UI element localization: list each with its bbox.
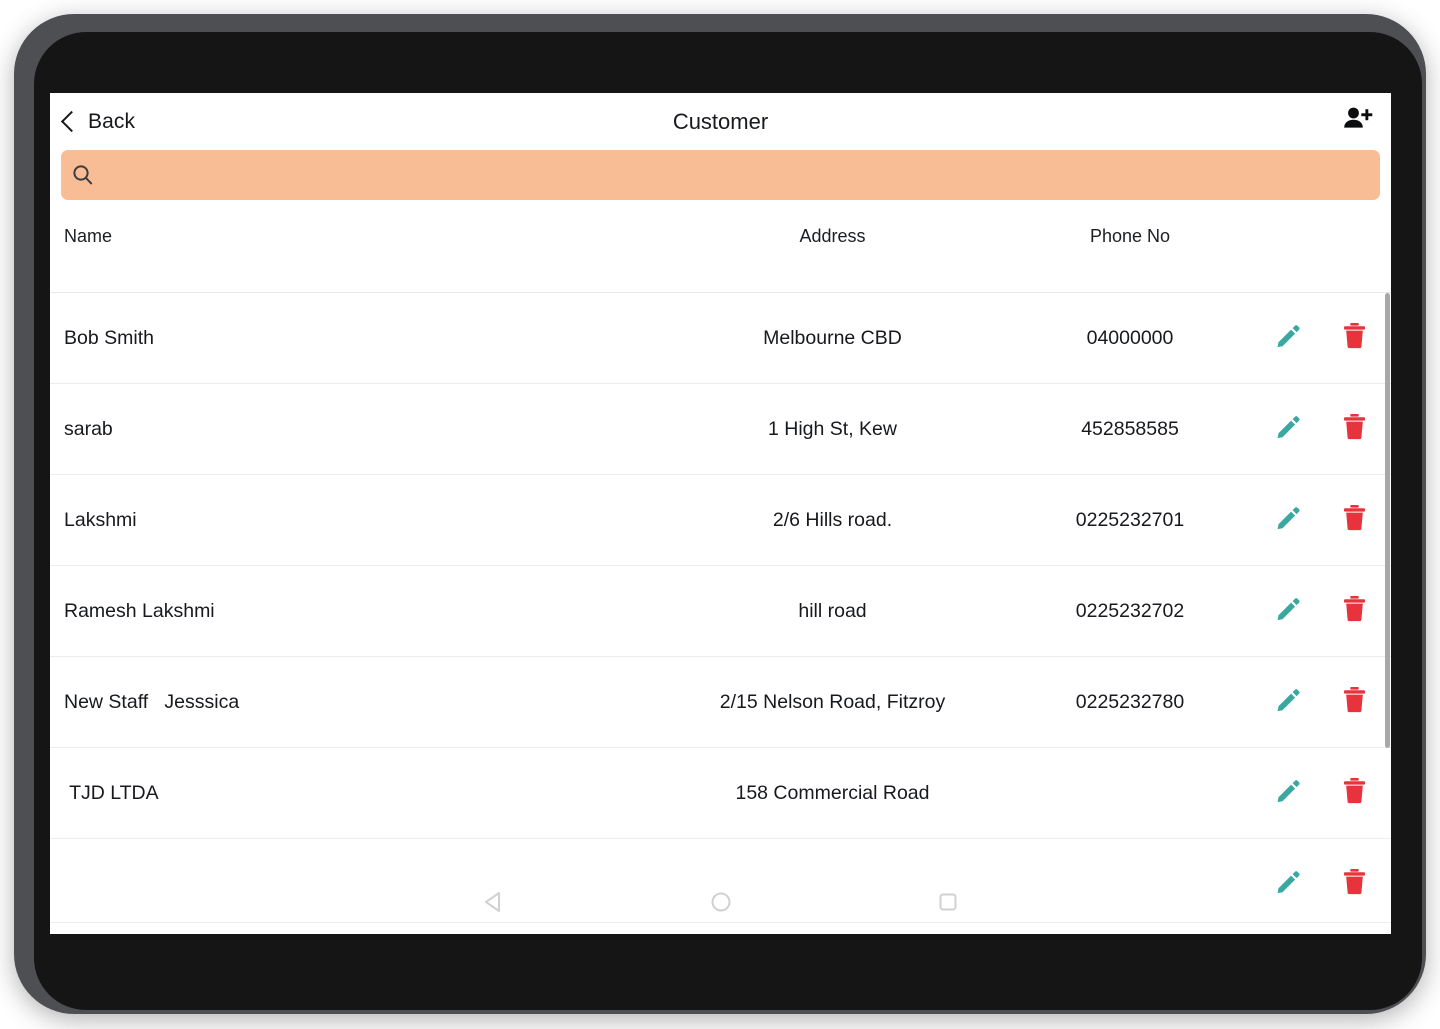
- pencil-icon: [1275, 505, 1301, 536]
- cell-name: Ramesh Lakshmi: [64, 599, 215, 622]
- nav-back-triangle-icon[interactable]: [481, 889, 507, 920]
- cell-address: Melbourne CBD: [763, 326, 902, 349]
- cell-actions: [1255, 771, 1387, 815]
- add-customer-button[interactable]: [1343, 106, 1373, 137]
- cell-name: TJD LTDA: [64, 781, 159, 804]
- cell-address: 2/15 Nelson Road, Fitzroy: [719, 690, 946, 713]
- clipped-next-row: [50, 922, 1391, 934]
- table-header: Name Address Phone No: [50, 200, 1391, 293]
- table-row[interactable]: Lakshmi 2/6 Hills road. 0225232701: [50, 475, 1391, 566]
- edit-row-button[interactable]: [1266, 407, 1310, 451]
- pencil-icon: [1275, 778, 1301, 809]
- search-input[interactable]: [105, 164, 1380, 186]
- trash-icon: [1342, 322, 1367, 354]
- edit-row-button[interactable]: [1266, 316, 1310, 360]
- delete-row-button[interactable]: [1332, 316, 1376, 360]
- app-screen: Back Customer: [50, 93, 1391, 934]
- trash-icon: [1342, 595, 1367, 627]
- back-button[interactable]: Back: [60, 109, 136, 134]
- cell-name: New Staff Jesssica: [64, 690, 240, 713]
- android-navigation-bar: [50, 874, 1391, 934]
- cell-actions: [1255, 407, 1387, 451]
- cell-address: 158 Commercial Road: [735, 781, 930, 804]
- search-icon: [61, 163, 105, 187]
- cell-name: Bob Smith: [64, 326, 154, 349]
- app-bar: Back Customer: [50, 93, 1391, 150]
- trash-icon: [1342, 413, 1367, 445]
- person-add-icon: [1343, 106, 1373, 137]
- table-row[interactable]: Bob Smith Melbourne CBD 04000000: [50, 293, 1391, 384]
- search-area: [50, 150, 1391, 200]
- delete-row-button[interactable]: [1332, 589, 1376, 633]
- trash-icon: [1342, 686, 1367, 718]
- trash-icon: [1342, 777, 1367, 809]
- cell-actions: [1255, 589, 1387, 633]
- cell-phone: 0225232701: [1075, 508, 1185, 531]
- cell-address: hill road: [798, 599, 867, 622]
- pencil-icon: [1275, 869, 1301, 900]
- pencil-icon: [1275, 414, 1301, 445]
- pencil-icon: [1275, 323, 1301, 354]
- cell-phone: 0225232702: [1075, 599, 1185, 622]
- trash-icon: [1342, 868, 1367, 900]
- cell-actions: [1255, 680, 1387, 724]
- delete-row-button[interactable]: [1332, 498, 1376, 542]
- cell-address: 2/6 Hills road.: [772, 508, 893, 531]
- cell-name: sarab: [64, 417, 113, 440]
- delete-row-button[interactable]: [1332, 407, 1376, 451]
- nav-home-circle-icon[interactable]: [708, 889, 734, 920]
- table-row[interactable]: TJD LTDA 158 Commercial Road: [50, 748, 1391, 839]
- edit-row-button[interactable]: [1266, 771, 1310, 815]
- edit-row-button[interactable]: [1266, 589, 1310, 633]
- customer-list: Bob Smith Melbourne CBD 04000000 sarab 1 Hig…: [50, 293, 1391, 933]
- cell-address: 1 High St, Kew: [768, 417, 897, 440]
- column-header-address: Address: [799, 226, 866, 246]
- cell-actions: [1255, 316, 1387, 360]
- nav-recents-square-icon[interactable]: [935, 889, 961, 920]
- delete-row-button[interactable]: [1332, 862, 1376, 906]
- table-row[interactable]: New Staff Jesssica 2/15 Nelson Road, Fitz…: [50, 657, 1391, 748]
- table-row[interactable]: Ramesh Lakshmi hill road 0225232702: [50, 566, 1391, 657]
- trash-icon: [1342, 504, 1367, 536]
- chevron-left-icon: [60, 110, 83, 132]
- cell-actions: [1255, 862, 1387, 906]
- search-bar[interactable]: [61, 150, 1380, 200]
- cell-phone: 04000000: [1086, 326, 1174, 349]
- pencil-icon: [1275, 596, 1301, 627]
- cell-phone: 0225232780: [1075, 690, 1185, 713]
- column-header-name: Name: [64, 226, 113, 246]
- table-row[interactable]: sarab 1 High St, Kew 452858585: [50, 384, 1391, 475]
- column-header-phone: Phone No: [1089, 226, 1171, 246]
- cell-phone: 452858585: [1081, 417, 1179, 440]
- cell-actions: [1255, 498, 1387, 542]
- delete-row-button[interactable]: [1332, 771, 1376, 815]
- page-title: Customer: [672, 108, 769, 134]
- back-button-label: Back: [88, 109, 136, 133]
- edit-row-button[interactable]: [1266, 862, 1310, 906]
- edit-row-button[interactable]: [1266, 680, 1310, 724]
- list-scrollbar[interactable]: [1385, 293, 1390, 748]
- delete-row-button[interactable]: [1332, 680, 1376, 724]
- cell-name: Lakshmi: [64, 508, 137, 531]
- edit-row-button[interactable]: [1266, 498, 1310, 542]
- pencil-icon: [1275, 687, 1301, 718]
